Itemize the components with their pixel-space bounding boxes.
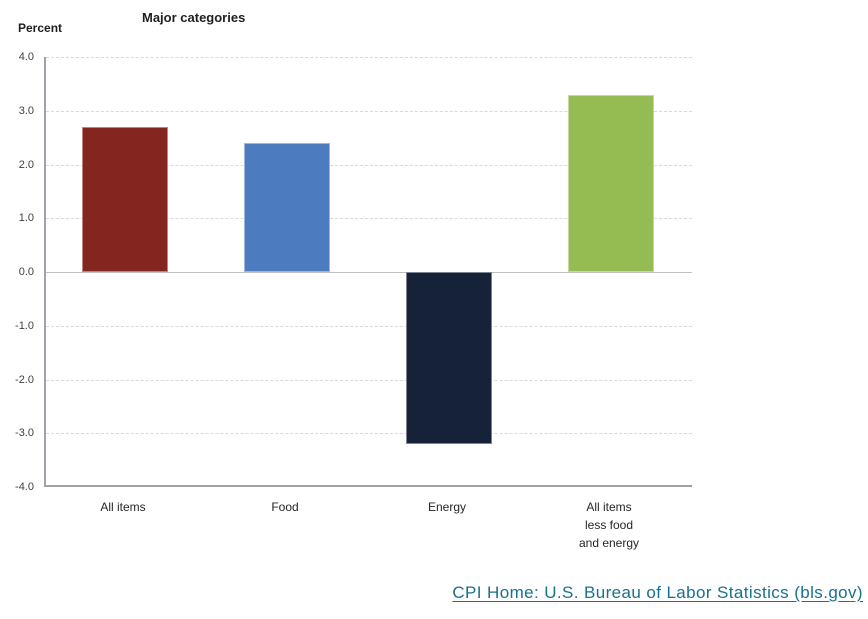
gridline xyxy=(46,325,692,327)
y-tick-label: 3.0 xyxy=(18,104,34,117)
source-link[interactable]: CPI Home: U.S. Bureau of Labor Statistic… xyxy=(452,583,863,602)
gridline xyxy=(46,218,692,220)
bar-all-items-less-food-and-energy xyxy=(568,94,654,272)
zero-gridline xyxy=(46,272,692,273)
y-tick-label: 2.0 xyxy=(18,158,34,171)
y-tick-label: -2.0 xyxy=(15,373,34,386)
chart-title: Major categories xyxy=(142,10,246,25)
gridline xyxy=(46,110,692,112)
gridline xyxy=(46,164,692,166)
y-tick-label: 4.0 xyxy=(18,51,34,63)
category-label-food: Food xyxy=(271,500,299,514)
bar-energy xyxy=(406,272,492,444)
category-label-all-items: All items xyxy=(100,500,146,514)
y-tick-label: 0.0 xyxy=(18,266,34,278)
y-axis-unit-label: Percent xyxy=(18,21,63,35)
category-label-energy: Energy xyxy=(427,500,467,514)
gridline xyxy=(46,379,692,381)
y-tick-label: -1.0 xyxy=(15,319,34,332)
bar-all-items xyxy=(82,126,168,272)
y-tick-label: 1.0 xyxy=(18,212,34,225)
bar-food xyxy=(244,143,330,272)
y-tick-label: -4.0 xyxy=(15,481,34,493)
category-label-all-items-less-food-and-energy: All items less food and energy xyxy=(578,500,640,550)
gridline xyxy=(46,433,692,435)
y-tick-label: -3.0 xyxy=(15,427,34,440)
plot-area xyxy=(44,57,692,487)
gridline xyxy=(46,57,692,58)
